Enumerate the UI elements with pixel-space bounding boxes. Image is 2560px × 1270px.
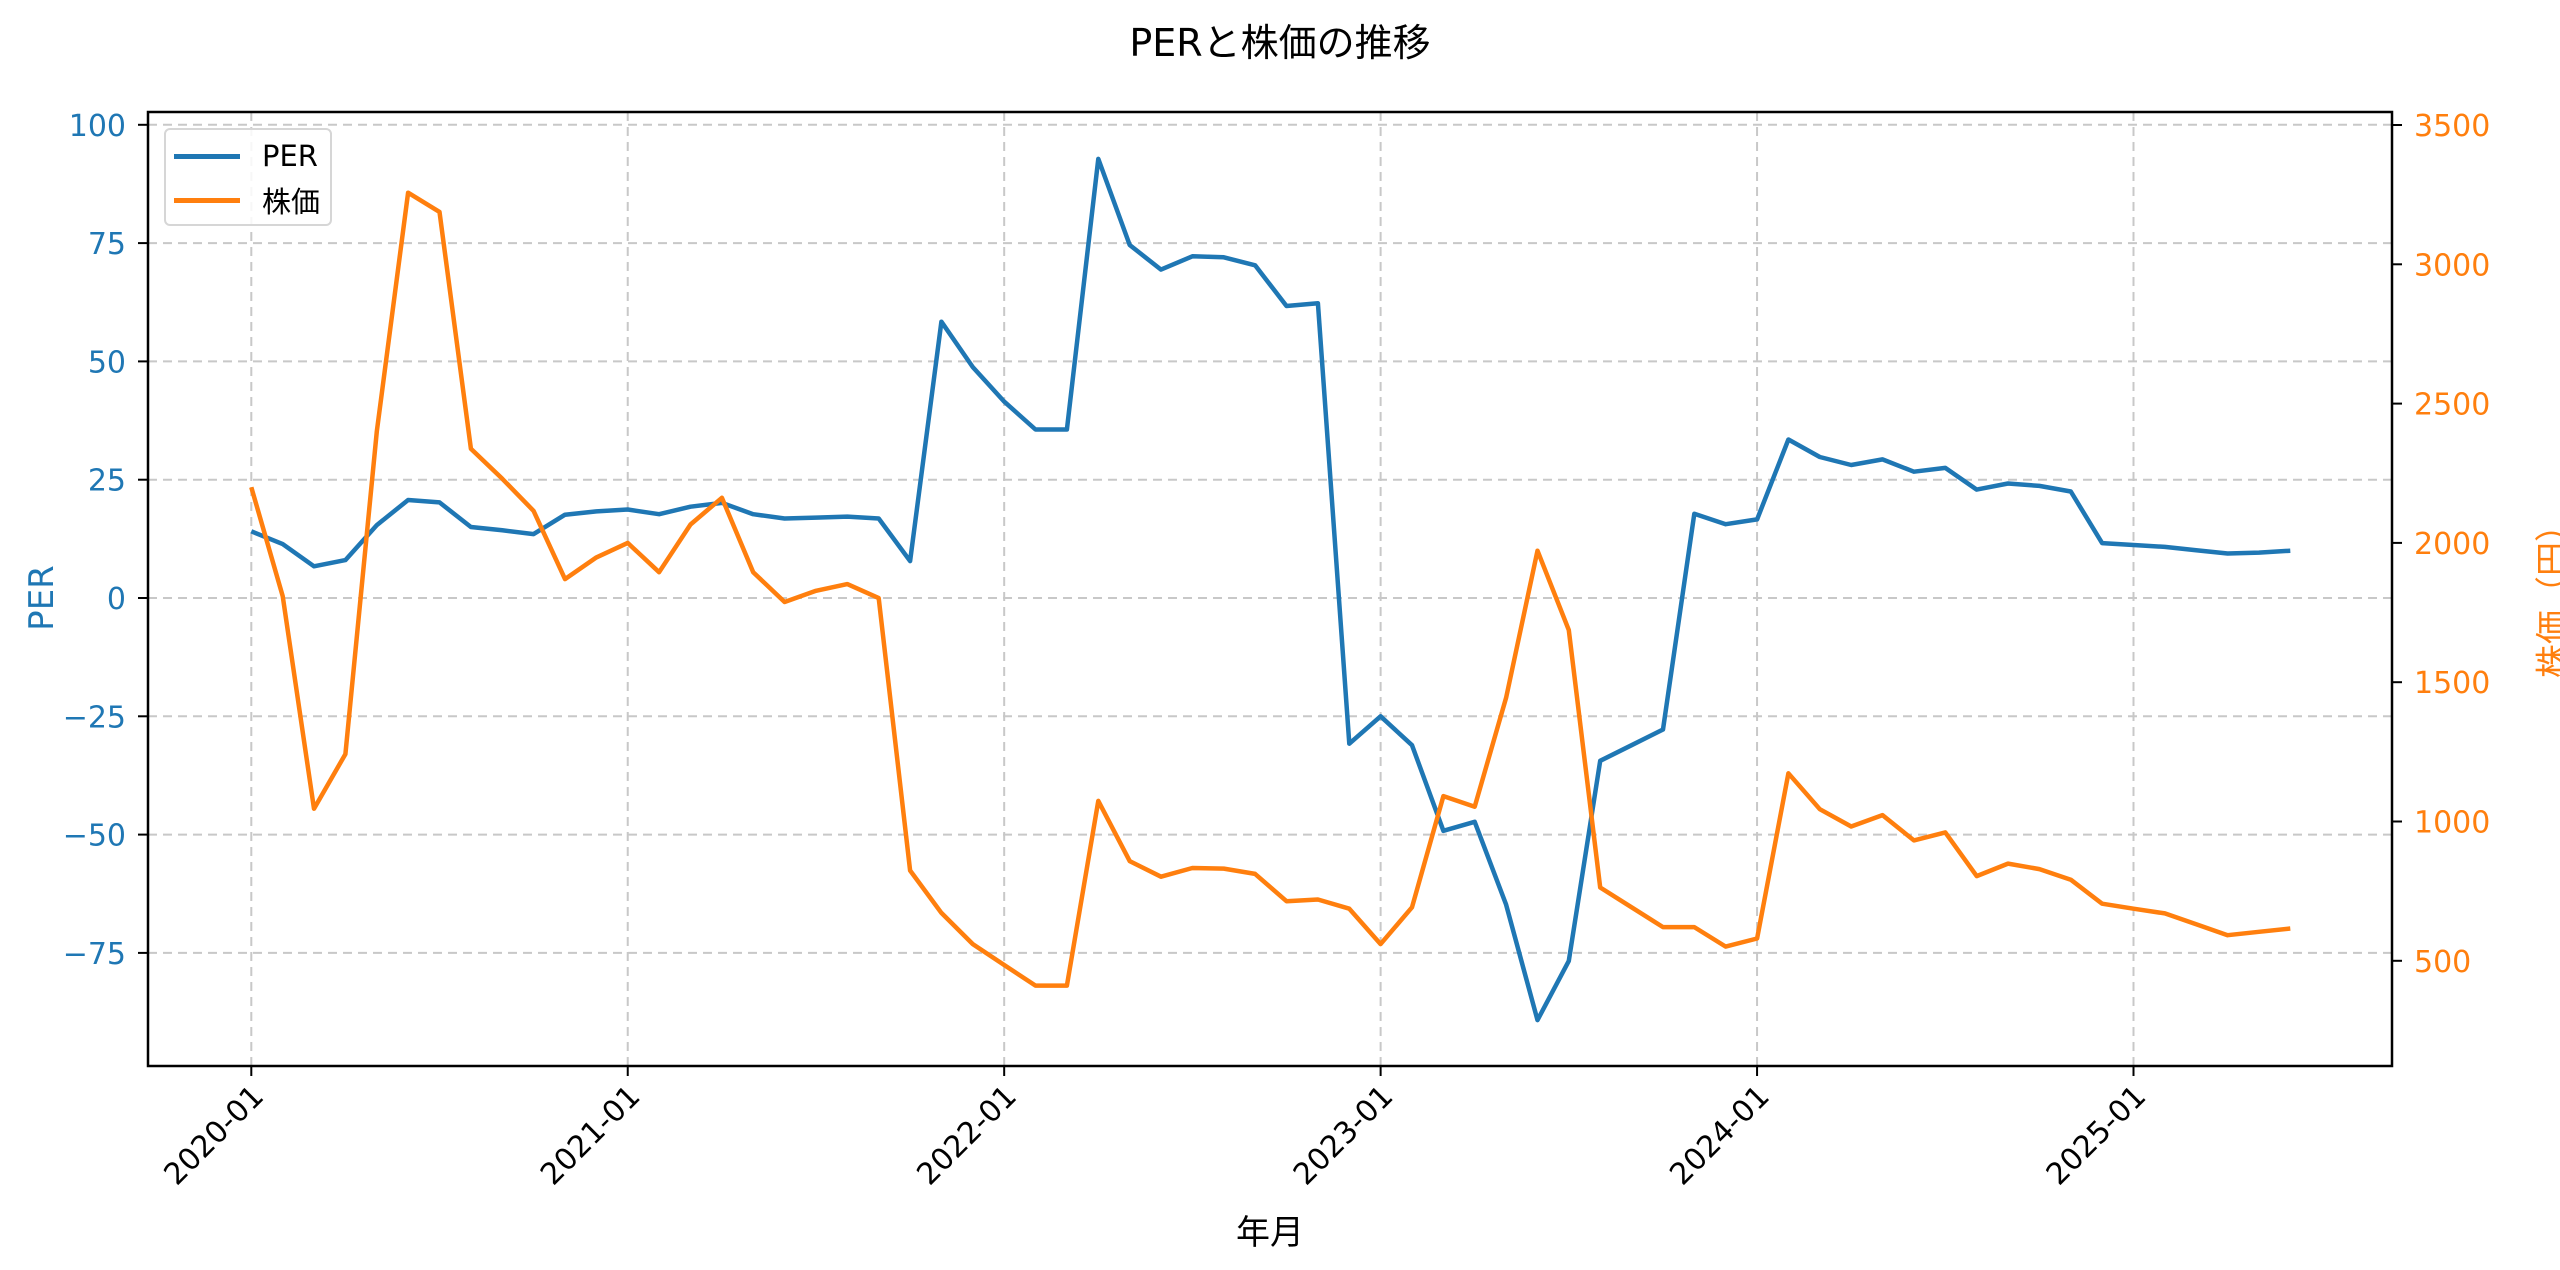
y-tick-label-right: 1000 bbox=[2414, 806, 2490, 841]
x-tick-label: 2023-01 bbox=[1287, 1079, 1400, 1192]
series-price-line bbox=[249, 190, 2291, 988]
y-axis-label-right: 株価（円） bbox=[2533, 508, 2560, 678]
chart-title: PERと株価の推移 bbox=[1129, 21, 1431, 65]
legend-label-price: 株価 bbox=[262, 185, 321, 219]
y-tick-label-right: 1500 bbox=[2414, 666, 2490, 701]
y-tick-label-left: 0 bbox=[107, 582, 126, 617]
y-tick-label-left: −50 bbox=[63, 819, 126, 854]
x-tick-label: 2025-01 bbox=[2040, 1079, 2153, 1192]
grid-lines bbox=[148, 112, 2392, 1066]
x-tick-label: 2022-01 bbox=[910, 1079, 1023, 1192]
y-tick-label-left: 50 bbox=[88, 345, 126, 380]
legend-swatch-per bbox=[174, 153, 240, 159]
legend-label-per: PER bbox=[262, 139, 318, 173]
x-tick-label: 2020-01 bbox=[158, 1079, 271, 1192]
y-tick-label-left: −75 bbox=[63, 937, 126, 972]
legend: PER 株価 bbox=[164, 128, 332, 226]
x-tick-label: 2024-01 bbox=[1663, 1079, 1776, 1192]
y-tick-label-left: 75 bbox=[88, 227, 126, 262]
legend-item-per: PER bbox=[174, 136, 318, 176]
y-tick-label-left: −25 bbox=[63, 700, 126, 735]
axes: −75 −50 −25 0 25 50 75 100 500 1000 1500 2000 2500 30… bbox=[63, 109, 2491, 1192]
y-tick-label-right: 3000 bbox=[2414, 248, 2490, 283]
y-tick-label-right: 2500 bbox=[2414, 388, 2490, 423]
x-axis-label: 年月 bbox=[1236, 1213, 1304, 1253]
y-tick-label-right: 3500 bbox=[2414, 109, 2490, 144]
y-axis-label-left: PER bbox=[22, 565, 62, 631]
y-tick-label-right: 2000 bbox=[2414, 527, 2490, 562]
legend-item-price: 株価 bbox=[174, 180, 320, 220]
y-tick-label-right: 500 bbox=[2414, 945, 2471, 980]
y-tick-label-left: 100 bbox=[69, 109, 126, 144]
x-tick-label: 2021-01 bbox=[534, 1079, 647, 1192]
series-per-line bbox=[250, 156, 2291, 1023]
y-tick-label-left: 25 bbox=[88, 464, 126, 499]
plot-frame bbox=[146, 110, 2394, 1068]
legend-swatch-price bbox=[174, 197, 240, 203]
data-series bbox=[249, 156, 2291, 1023]
